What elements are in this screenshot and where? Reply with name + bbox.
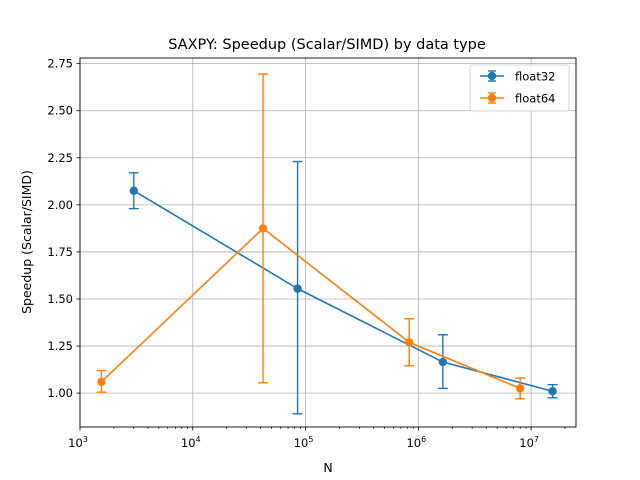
x-tick-label: 104 [181,435,201,450]
y-tick-label: 1.50 [47,292,73,306]
x-axis-label: N [323,460,332,475]
x-tick-label: 107 [519,435,539,450]
x-tick-base: 10 [406,436,421,450]
legend-marker [487,93,497,103]
y-tick-label: 2.00 [47,198,73,212]
x-tick-exponent: 3 [83,435,88,444]
x-tick-base: 10 [294,436,309,450]
y-axis-label: Speedup (Scalar/SIMD) [19,170,34,314]
legend: float32 float64 [469,64,570,112]
y-tick-label: 1.25 [47,339,73,353]
legend-label-float64: float64 [515,92,555,106]
data-point [258,224,268,233]
x-tick-exponent: 4 [196,435,201,444]
data-point [97,377,106,387]
x-tick-label: 105 [294,435,314,450]
x-tick-exponent: 6 [421,435,426,444]
plot-frame [79,57,577,428]
y-tick-label: 2.50 [47,104,73,118]
x-tick-base: 10 [519,436,534,450]
series-line-float64 [100,227,521,390]
x-tick-exponent: 7 [534,435,539,444]
x-tick-base: 10 [68,436,83,450]
x-tick-exponent: 5 [308,435,313,444]
legend-label-float32: float32 [515,70,555,84]
data-point [548,387,557,396]
y-tick-label: 2.75 [47,57,73,71]
x-tick-label: 103 [68,435,88,450]
data-point [438,357,448,367]
x-tick-label: 106 [406,435,426,450]
legend-marker [487,71,497,81]
x-tick-base: 10 [181,436,196,450]
data-series [96,73,558,415]
grid-lines [79,58,576,427]
chart-title: SAXPY: Speedup (Scalar/SIMD) by data typ… [168,37,486,53]
data-point [405,338,414,347]
y-tick-label: 2.25 [47,151,73,165]
data-point [515,384,525,393]
data-point [129,186,139,195]
data-point [293,284,302,293]
y-tick-label: 1.75 [47,245,73,259]
series-line-float32 [133,190,553,393]
y-tick-label: 1.00 [47,386,73,400]
